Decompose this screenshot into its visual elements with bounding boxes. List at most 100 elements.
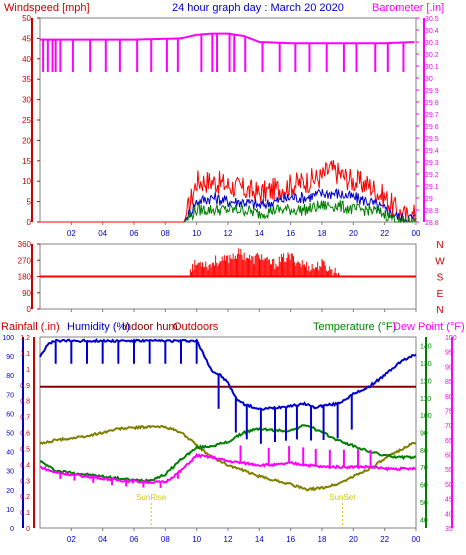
wind-y-tick-label: 10	[22, 177, 31, 186]
temperature-tick-label: 40	[420, 517, 428, 524]
dewpoint-tick-label: 60	[445, 453, 453, 460]
rain-tick-label: 0.1	[20, 510, 30, 517]
dewpoint-tick-label: 65	[445, 438, 453, 445]
temperature-tick-label: 90	[420, 431, 428, 438]
dewpoint-tick-label: 40	[445, 511, 453, 518]
rain-tick-label: 0.6	[20, 431, 30, 438]
compass-label: S	[437, 273, 444, 284]
rainfall-axis-label: Rainfall (.in)	[1, 321, 60, 333]
dewpoint-tick-label: 70	[445, 423, 453, 430]
barometer-axis-label: Barometer [.in]	[372, 2, 444, 14]
wind-x-tick-label: 08	[161, 229, 170, 238]
dewpoint-tick-label: 100	[445, 335, 457, 342]
temperature-x-tick-label: 08	[161, 535, 170, 544]
wind-x-tick-label: 18	[318, 229, 327, 238]
temperature-tick-label: 110	[420, 396, 431, 403]
barometer-tick-label: 30.1	[425, 64, 439, 71]
wind-y-tick-label: 20	[22, 136, 31, 145]
temperature-x-tick-label: 12	[224, 535, 233, 544]
temperature-tick-label: 140	[420, 344, 432, 351]
dewpoint-tick-label: 95	[445, 350, 453, 357]
olive-series-line	[39, 424, 417, 492]
barometer-tick-label: 28.9	[425, 208, 439, 215]
wind-x-tick-label: 10	[192, 229, 201, 238]
direction-y-tick-label: 90	[22, 289, 31, 298]
temperature-panel: 010203040506070809010000.10.20.30.40.50.…	[2, 335, 456, 544]
barometer-tick-label: 29.6	[425, 124, 439, 131]
chart-title: 24 hour graph day : March 20 2020	[172, 2, 344, 14]
dewpoint-tick-label: 45	[445, 497, 453, 504]
wind-x-tick-label: 20	[349, 229, 358, 238]
rain-tick-label: 0.7	[20, 415, 30, 422]
barometer-tick-label: 29.7	[425, 112, 439, 119]
temperature-tick-label: 60	[420, 483, 428, 490]
wind-x-tick-label: 06	[130, 229, 139, 238]
wind-y-tick-label: 25	[22, 116, 31, 125]
dewpoint-tick-label: 55	[445, 467, 453, 474]
barometer-tick-label: 29.1	[425, 184, 439, 191]
barometer-tick-label: 29.5	[425, 136, 439, 143]
barometer-series-line	[40, 32, 415, 45]
wind-y-tick-label: 5	[27, 198, 32, 207]
humidity-tick-label: 80	[6, 373, 14, 380]
barometer-tick-label: 29.8	[425, 100, 439, 107]
dew_point-series-line	[39, 452, 417, 485]
dew-point-axis-label: Dew Point (°F)	[393, 321, 465, 333]
barometer-tick-label: 30	[425, 76, 433, 83]
humidity-axis-label: Humidity (%)	[67, 321, 130, 333]
wind-x-tick-label: 22	[380, 229, 389, 238]
wind-y-tick-label: 40	[22, 55, 31, 64]
rain-tick-label: 0.9	[20, 383, 30, 390]
humidity-tick-label: 50	[6, 431, 14, 438]
rain-tick-label: 0.3	[20, 478, 30, 485]
temperature-axis-label: Temperature (°F)	[313, 321, 396, 333]
barometer-tick-label: 29.3	[425, 160, 439, 167]
compass-label: N	[436, 240, 443, 251]
direction-y-tick-label: 360	[18, 240, 32, 249]
wind_avg-series-line	[183, 200, 416, 224]
compass-label: W	[435, 256, 445, 267]
wind-y-tick-label: 15	[22, 157, 31, 166]
direction-panel: 360 N 270 W 180 S 90 E 0 N	[18, 240, 446, 316]
wind-y-tick-label: 45	[22, 34, 31, 43]
humidity-tick-label: 60	[6, 411, 14, 418]
barometer-tick-label: 29.2	[425, 172, 439, 179]
barometer-tick-label: 28.8	[425, 220, 439, 227]
sunset-label: SunSet	[329, 493, 356, 502]
direction-y-tick-label: 0	[27, 305, 32, 314]
humidity-tick-label: 10	[6, 507, 14, 514]
barometer-tick-label: 30.2	[425, 52, 439, 59]
dewpoint-tick-label: 85	[445, 379, 453, 386]
rain-tick-label: 0.8	[20, 399, 30, 406]
temperature-tick-label: 130	[420, 361, 432, 368]
temperature-x-tick-label: 14	[255, 535, 264, 544]
wind-x-tick-label: 02	[67, 229, 76, 238]
dewpoint-tick-label: 90	[445, 364, 453, 371]
wind-x-tick-label: 00	[412, 229, 421, 238]
temperature-series-line	[39, 424, 417, 483]
wind-x-tick-label: 16	[286, 229, 295, 238]
wind-panel: 0 5 10 15 20 25 30 35 40 45 50 28.8 28.9 29 29.1 29.2 29…	[22, 14, 439, 238]
barometer-tick-label: 29	[425, 196, 433, 203]
dewpoint-tick-label: 80	[445, 394, 453, 401]
windspeed-series-line	[40, 159, 417, 223]
barometer-tick-label: 29.4	[425, 148, 439, 155]
temperature-tick-label: 120	[420, 378, 432, 385]
humidity-tick-label: 100	[2, 335, 14, 342]
indoor-hum-label: Indoor hum	[122, 321, 178, 333]
humidity-tick-label: 30	[6, 469, 14, 476]
wind-y-tick-label: 50	[22, 14, 31, 23]
barometer-tick-label: 29.9	[425, 88, 439, 95]
temperature-tick-label: 50	[420, 500, 428, 507]
wind-y-tick-label: 30	[22, 96, 31, 105]
temperature-x-tick-label: 06	[130, 535, 139, 544]
barometer-tick-label: 30.4	[425, 28, 439, 35]
rain-tick-label: 1.2	[20, 335, 30, 342]
humidity-tick-label: 70	[6, 392, 14, 399]
wind-x-tick-label: 14	[255, 229, 264, 238]
direction-y-tick-label: 180	[18, 273, 32, 282]
rain-tick-label: 0	[26, 526, 30, 533]
humidity-tick-label: 0	[10, 526, 14, 533]
windspeed-axis-label: Windspeed [mph]	[4, 2, 90, 14]
